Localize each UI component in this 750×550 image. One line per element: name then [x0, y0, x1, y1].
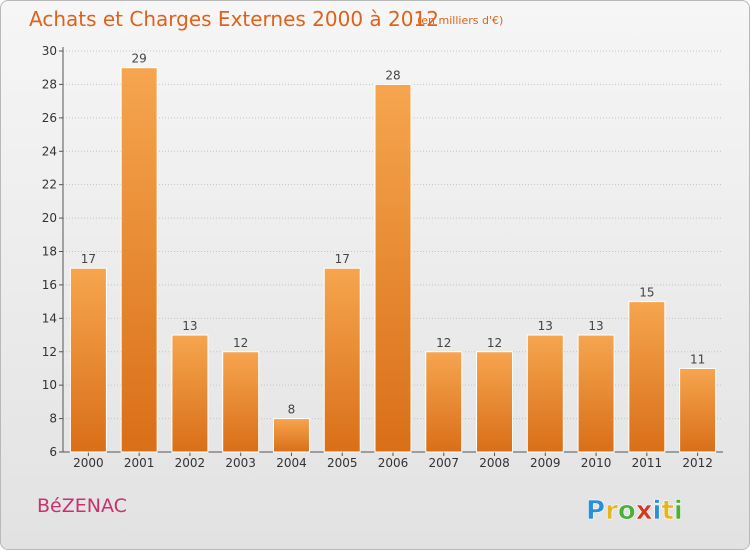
y-tick-label: 28 [42, 77, 57, 91]
value-label-2000: 17 [81, 252, 96, 266]
y-tick-label: 20 [42, 211, 57, 225]
y-tick-label: 14 [42, 311, 57, 325]
bar-2000 [69, 267, 107, 453]
bar-2009 [526, 334, 564, 453]
y-tick-label: 18 [42, 245, 57, 259]
value-label-2006: 28 [385, 68, 400, 82]
value-label-2003: 12 [233, 336, 248, 350]
y-tick-label: 6 [49, 445, 57, 459]
commune-name: BéZENAC [37, 495, 127, 517]
y-tick-label: 24 [42, 144, 57, 158]
y-tick-label: 30 [42, 44, 57, 58]
y-tick-label: 10 [42, 378, 57, 392]
x-tick-label-2009: 2009 [530, 456, 561, 470]
bar-2002 [171, 334, 209, 453]
bar-2005 [323, 267, 361, 453]
bar-2006 [374, 83, 412, 453]
value-label-2012: 11 [690, 352, 705, 366]
x-tick-label-2001: 2001 [124, 456, 155, 470]
x-tick-label-2002: 2002 [175, 456, 206, 470]
x-tick-label-2010: 2010 [581, 456, 612, 470]
bar-2004 [272, 418, 310, 453]
y-tick-label: 8 [49, 412, 57, 426]
bar-2011 [628, 301, 666, 453]
value-label-2009: 13 [538, 319, 553, 333]
x-tick-label-2011: 2011 [632, 456, 663, 470]
y-tick-label: 22 [42, 178, 57, 192]
value-label-2004: 8 [288, 403, 296, 417]
value-label-2008: 12 [487, 336, 502, 350]
x-tick-label-2006: 2006 [378, 456, 409, 470]
value-label-2002: 13 [182, 319, 197, 333]
x-tick-label-2005: 2005 [327, 456, 358, 470]
bar-2012 [679, 367, 717, 453]
value-label-2007: 12 [436, 336, 451, 350]
bar-2008 [476, 351, 514, 453]
y-tick-label: 12 [42, 345, 57, 359]
x-tick-label-2000: 2000 [73, 456, 104, 470]
x-tick-label-2007: 2007 [428, 456, 459, 470]
x-tick-label-2004: 2004 [276, 456, 307, 470]
value-label-2011: 15 [639, 286, 654, 300]
x-tick-label-2003: 2003 [225, 456, 256, 470]
value-label-2010: 13 [588, 319, 603, 333]
bar-2003 [222, 351, 260, 453]
proxiti-logo-text: Proxiti [586, 496, 683, 526]
y-tick-label: 16 [42, 278, 57, 292]
value-label-2001: 29 [132, 52, 147, 66]
y-tick-label: 26 [42, 111, 57, 125]
x-tick-label-2012: 2012 [682, 456, 713, 470]
chart-title: Achats et Charges Externes 2000 à 2012 [29, 7, 439, 31]
bar-2001 [120, 67, 158, 453]
value-label-2005: 17 [335, 252, 350, 266]
bar-2010 [577, 334, 615, 453]
x-tick-label-2008: 2008 [479, 456, 510, 470]
chart-unit: (en milliers d'€) [417, 14, 504, 27]
proxiti-logo: Proxiti [586, 496, 683, 527]
bar-2007 [425, 351, 463, 453]
